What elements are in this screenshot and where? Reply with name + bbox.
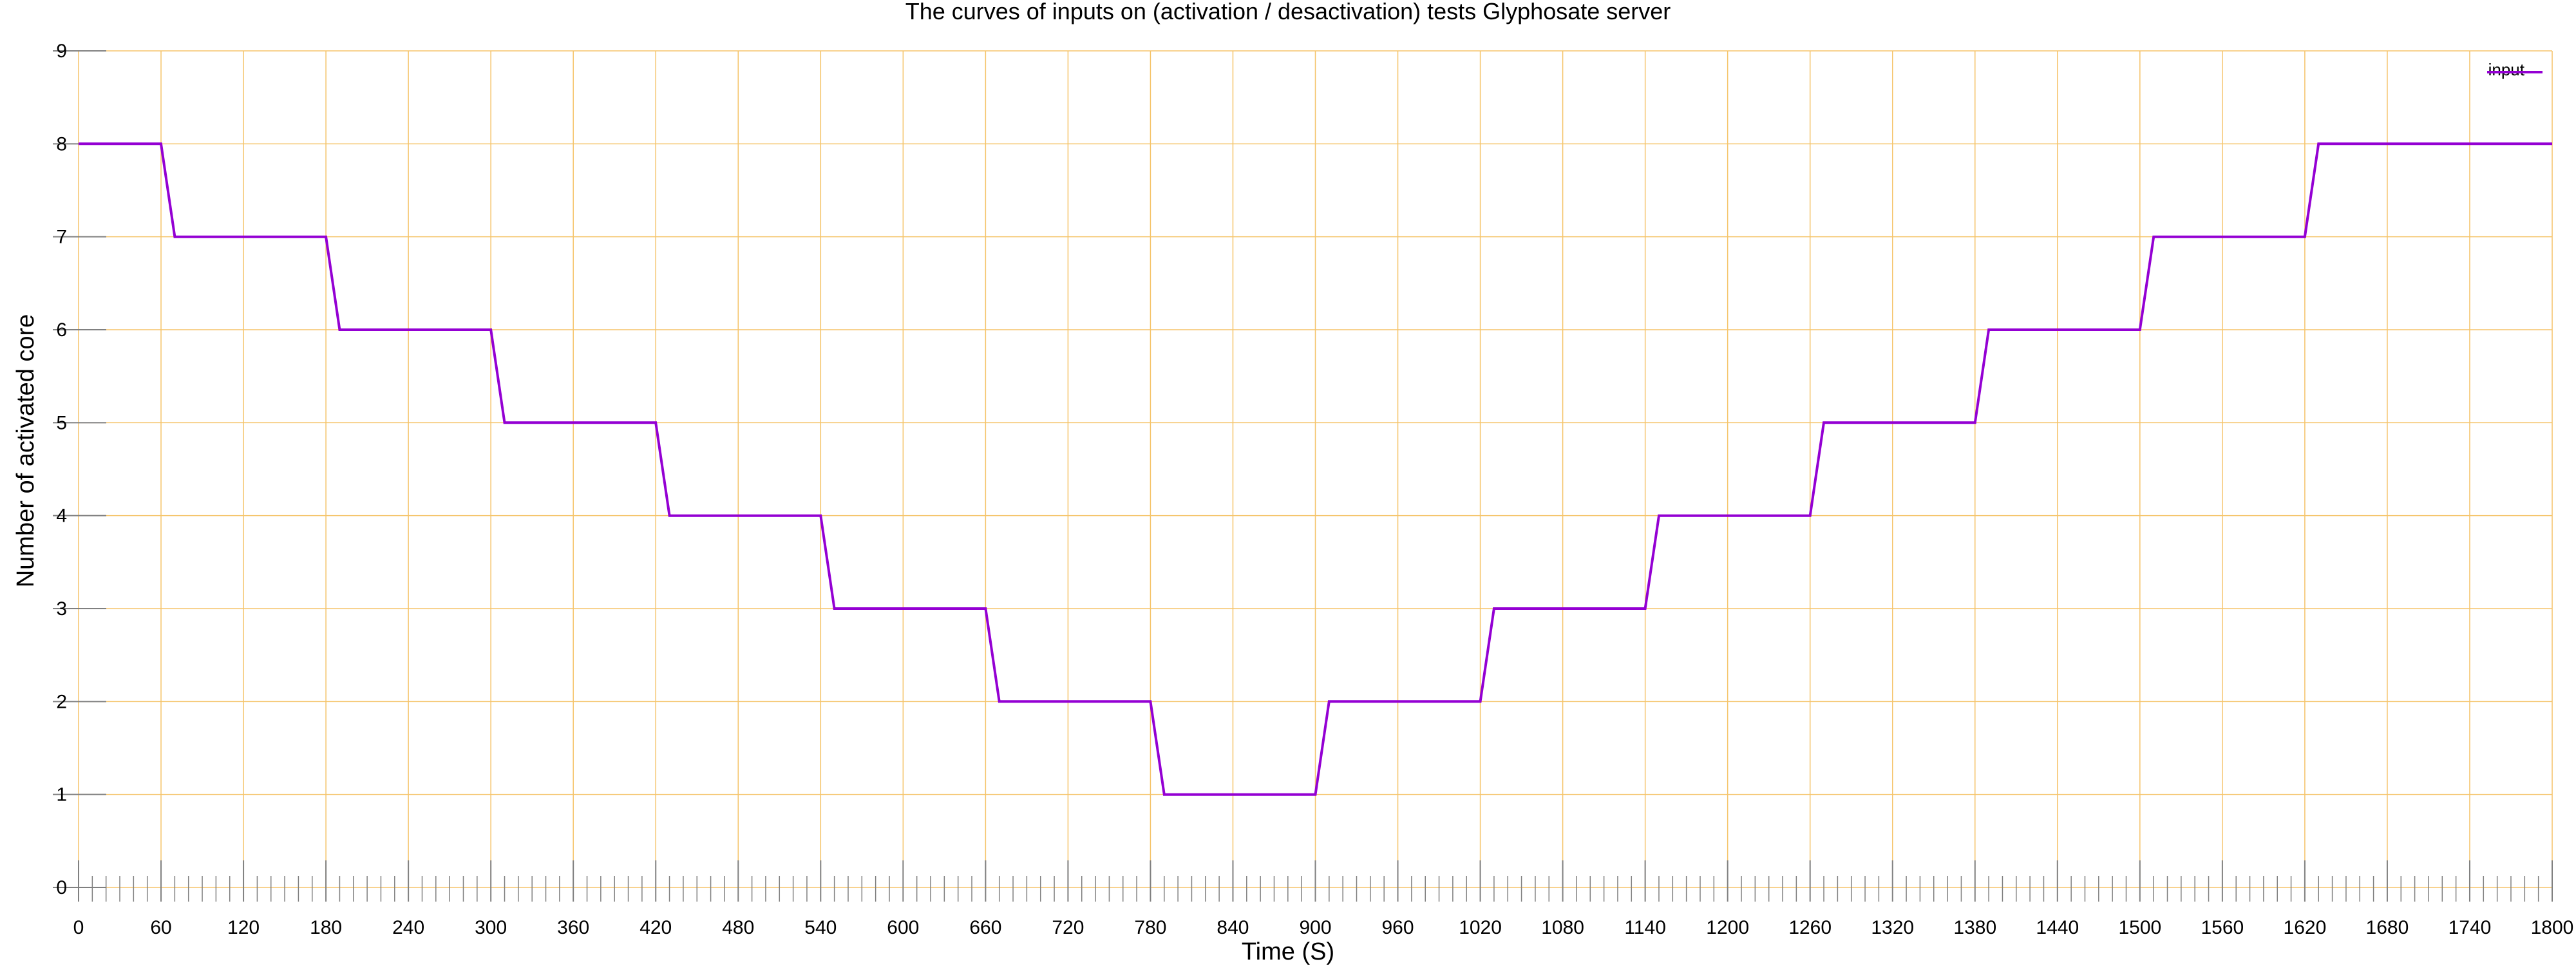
minor-ticks [91,876,2539,902]
x-tick-label: 60 [150,917,171,938]
x-tick-label: 1440 [2036,917,2079,938]
x-tick-label: 1080 [1541,917,1584,938]
x-tick-label: 900 [1299,917,1331,938]
x-tick-label: 1200 [1706,917,1749,938]
y-tick-label: 1 [56,784,67,806]
x-tick-label: 1140 [1624,917,1666,938]
legend: input [2487,60,2543,79]
x-tick-label: 1260 [1788,917,1832,938]
y-tick-label: 2 [56,691,67,712]
x-tick-label: 1320 [1871,917,1914,938]
y-tick-label: 5 [56,412,67,433]
y-axis-label: Number of activated core [12,314,39,588]
y-tick-label: 0 [56,877,67,898]
x-tick-label: 360 [557,917,589,938]
x-tick-label: 1380 [1953,917,1996,938]
y-tick-label: 4 [56,506,67,527]
x-tick-label: 780 [1134,917,1166,938]
x-tick-label: 720 [1052,917,1084,938]
x-tick-label: 180 [310,917,342,938]
y-tick-label: 9 [56,41,67,62]
x-tick-label: 420 [639,917,672,938]
x-tick-label: 120 [227,917,260,938]
x-axis-label: Time (S) [1242,938,1334,965]
y-tick-label: 6 [56,319,67,341]
x-tick-label: 1680 [2366,917,2409,938]
x-tick-label: 1500 [2118,917,2161,938]
x-tick-label: 660 [969,917,1001,938]
axis-ticks: 0 60 120 180 240 300 360 420 480 540 600 660 720 780 8… [53,41,2573,938]
x-tick-label: 1620 [2284,917,2327,938]
x-tick-label: 960 [1382,917,1414,938]
y-tick-label: 7 [56,227,67,248]
y-tick-label: 3 [56,598,67,620]
x-tick-label: 240 [392,917,424,938]
x-tick-label: 480 [722,917,754,938]
chart-title: The curves of inputs on (activation / de… [905,0,1671,24]
series-layer [79,142,2552,796]
legend-label-input: input [2488,60,2525,79]
x-tick-label: 1800 [2531,917,2574,938]
x-tick-label: 300 [475,917,507,938]
x-tick-label: 1560 [2201,917,2244,938]
x-tick-label: 600 [887,917,919,938]
x-tick-label: 1020 [1459,917,1502,938]
x-tick-label: 540 [804,917,837,938]
y-tick-label: 8 [56,133,67,155]
x-tick-label: 1740 [2448,917,2492,938]
x-tick-label: 840 [1217,917,1249,938]
x-tick-label: 0 [73,917,84,938]
series-line-input [79,142,2552,796]
